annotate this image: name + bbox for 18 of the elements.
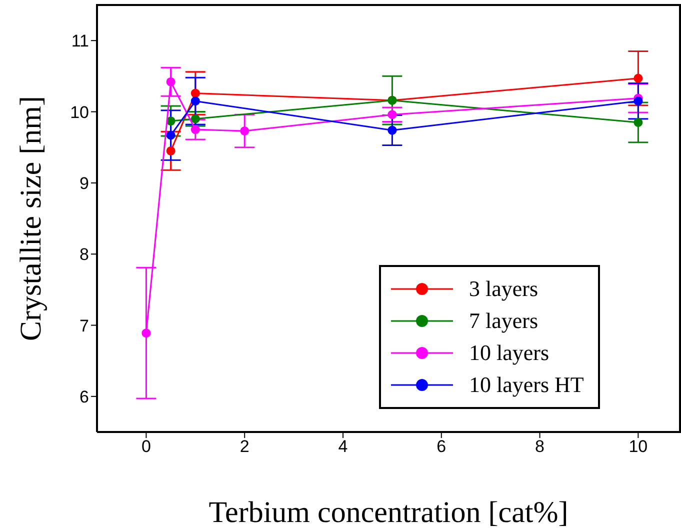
legend-label: 3 layers [469,276,538,302]
x-tick-label: 8 [535,437,545,456]
x-tick-label: 0 [141,437,151,456]
y-tick-label: 10 [70,102,89,122]
y-tick-label: 7 [80,316,89,336]
x-tick-label: 10 [628,437,648,456]
x-axis-title: Terbium concentration [cat%] [208,496,568,529]
y-tick-label: 8 [80,245,89,264]
y-tick-label: 9 [80,174,89,193]
x-tick-label: 4 [338,437,348,456]
y-axis-title: Crystallite size [nm] [14,96,48,341]
y-tick-label: 11 [71,32,89,51]
x-tick-label: 6 [436,437,446,456]
x-tick-label: 2 [240,437,250,456]
legend-label: 10 layers [469,340,550,366]
legend-label: 10 layers HT [469,372,584,398]
legend-label: 7 layers [469,308,538,334]
y-tick-label: 6 [80,387,89,406]
